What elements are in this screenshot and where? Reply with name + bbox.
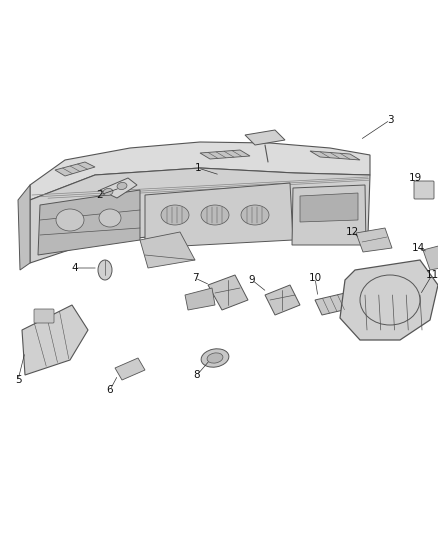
Text: 12: 12 xyxy=(346,227,359,237)
Polygon shape xyxy=(340,260,438,340)
Text: 1: 1 xyxy=(194,163,201,173)
Polygon shape xyxy=(356,228,392,252)
Polygon shape xyxy=(55,162,95,176)
Polygon shape xyxy=(22,305,88,375)
Ellipse shape xyxy=(99,209,121,227)
Polygon shape xyxy=(310,151,360,160)
Polygon shape xyxy=(185,288,215,310)
Text: 9: 9 xyxy=(249,275,255,285)
Text: 5: 5 xyxy=(15,375,21,385)
Polygon shape xyxy=(265,285,300,315)
Ellipse shape xyxy=(103,189,113,196)
Polygon shape xyxy=(100,178,137,198)
Text: 19: 19 xyxy=(408,173,422,183)
Text: 3: 3 xyxy=(387,115,393,125)
Ellipse shape xyxy=(56,209,84,231)
Polygon shape xyxy=(245,130,285,145)
Polygon shape xyxy=(115,358,145,380)
Ellipse shape xyxy=(207,353,223,363)
Polygon shape xyxy=(200,150,250,159)
Polygon shape xyxy=(315,293,352,315)
Ellipse shape xyxy=(117,182,127,190)
Text: 4: 4 xyxy=(72,263,78,273)
Polygon shape xyxy=(300,193,358,222)
Polygon shape xyxy=(292,185,366,245)
Text: 11: 11 xyxy=(425,270,438,280)
Ellipse shape xyxy=(98,260,112,280)
Polygon shape xyxy=(145,183,293,248)
Polygon shape xyxy=(30,142,370,200)
Text: 6: 6 xyxy=(107,385,113,395)
Text: 7: 7 xyxy=(192,273,198,283)
Polygon shape xyxy=(30,168,370,263)
Polygon shape xyxy=(38,190,140,255)
Polygon shape xyxy=(208,275,248,310)
Ellipse shape xyxy=(201,205,229,225)
FancyBboxPatch shape xyxy=(414,181,434,199)
Ellipse shape xyxy=(161,205,189,225)
Text: 10: 10 xyxy=(308,273,321,283)
Polygon shape xyxy=(423,243,438,270)
Text: 2: 2 xyxy=(97,190,103,200)
Ellipse shape xyxy=(241,205,269,225)
Polygon shape xyxy=(140,232,195,268)
FancyBboxPatch shape xyxy=(34,309,54,323)
Ellipse shape xyxy=(201,349,229,367)
Polygon shape xyxy=(18,185,30,270)
Text: 8: 8 xyxy=(194,370,200,380)
Text: 14: 14 xyxy=(411,243,424,253)
